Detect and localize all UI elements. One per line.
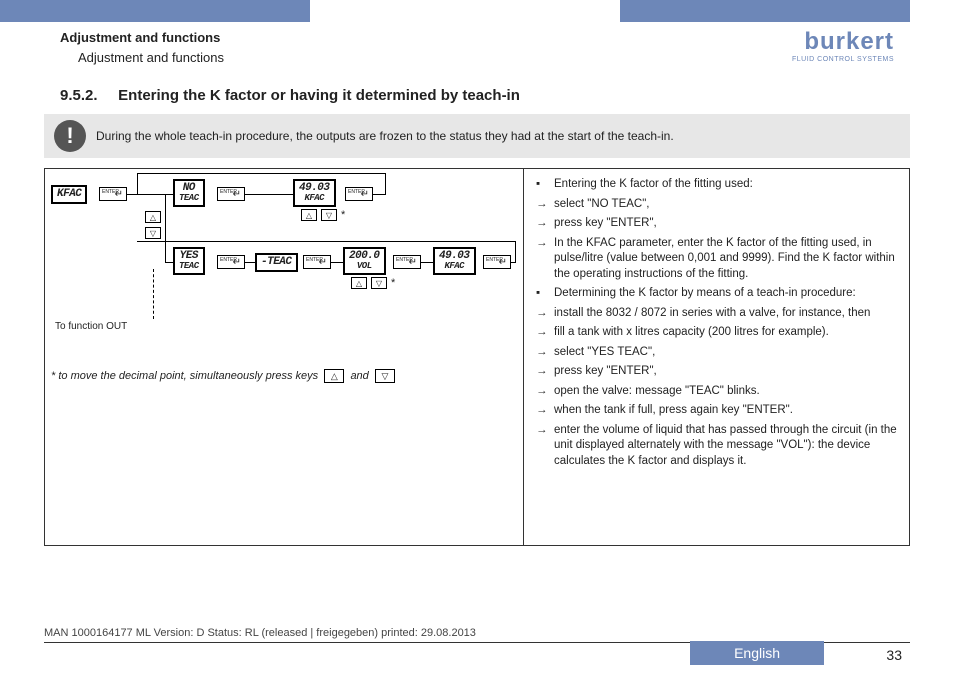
top-tab-right: [620, 0, 910, 22]
section-number: 9.5.2.: [60, 87, 114, 104]
flow-diagram: KFAC ENTER NO TEAC ENTER 49.03 KFAC ENTE…: [44, 168, 524, 546]
step-row: →install the 8032 / 8072 in series with …: [536, 306, 897, 322]
step-text: install the 8032 / 8072 in series with a…: [554, 306, 897, 322]
flow-line: [137, 173, 386, 174]
to-function-out-label: To function OUT: [55, 321, 127, 332]
step-row: →when the tank if full, press again key …: [536, 403, 897, 419]
step-row: →press key "ENTER",: [536, 216, 897, 232]
up-key: △: [351, 277, 367, 289]
lcd-vol: 200.0 VOL: [343, 247, 386, 275]
diagram-footnote: * to move the decimal point, simultaneou…: [51, 369, 513, 383]
step-text: enter the volume of liquid that has pass…: [554, 423, 897, 470]
main-content: KFAC ENTER NO TEAC ENTER 49.03 KFAC ENTE…: [44, 168, 910, 546]
down-key: ▽: [145, 227, 161, 239]
enter-key: ENTER: [303, 255, 331, 269]
arrow-icon: →: [536, 384, 554, 400]
step-row: ▪Determining the K factor by means of a …: [536, 286, 897, 302]
arrow-icon: →: [536, 403, 554, 419]
logo-brand: burkert: [792, 28, 894, 56]
note-text: During the whole teach-in procedure, the…: [96, 129, 674, 143]
arrow-icon: →: [536, 345, 554, 361]
breadcrumb: Adjustment and functions Adjustment and …: [60, 28, 224, 67]
flow-line: [245, 262, 255, 263]
flow-line: [421, 262, 433, 263]
step-text: press key "ENTER",: [554, 216, 897, 232]
step-text: fill a tank with x litres capacity (200 …: [554, 325, 897, 341]
lcd-kfac: KFAC: [51, 185, 87, 204]
step-row: →enter the volume of liquid that has pas…: [536, 423, 897, 470]
flow-line: [137, 241, 515, 242]
section-title: Entering the K factor or having it deter…: [118, 87, 520, 104]
step-row: →select "YES TEAC",: [536, 345, 897, 361]
footer-language: English: [690, 641, 824, 665]
step-row: →In the KFAC parameter, enter the K fact…: [536, 236, 897, 283]
up-key: △: [145, 211, 161, 223]
flow-line: [331, 262, 343, 263]
step-row: →press key "ENTER",: [536, 364, 897, 380]
arrow-icon: →: [536, 197, 554, 213]
flow-line: [165, 262, 173, 263]
step-row: →fill a tank with x litres capacity (200…: [536, 325, 897, 341]
enter-key: ENTER: [217, 187, 245, 201]
step-row: ▪Entering the K factor of the fitting us…: [536, 177, 897, 193]
note-box: ! During the whole teach-in procedure, t…: [44, 114, 910, 158]
step-row: →select "NO TEAC",: [536, 197, 897, 213]
arrow-icon: →: [536, 236, 554, 283]
footer-meta: MAN 1000164177 ML Version: D Status: RL …: [44, 627, 476, 639]
breadcrumb-line1: Adjustment and functions: [60, 28, 224, 48]
lcd-kfac-value-2: 49.03 KFAC: [433, 247, 476, 275]
warning-icon: !: [54, 120, 86, 152]
flow-line: [515, 241, 516, 263]
arrow-icon: →: [536, 216, 554, 232]
enter-key: ENTER: [99, 187, 127, 201]
header: Adjustment and functions Adjustment and …: [0, 22, 954, 67]
arrow-icon: →: [536, 364, 554, 380]
enter-key: ENTER: [393, 255, 421, 269]
arrow-icon: →: [536, 306, 554, 322]
logo-subtitle: FLUID CONTROL SYSTEMS: [792, 56, 894, 63]
up-key: △: [301, 209, 317, 221]
logo: burkert FLUID CONTROL SYSTEMS: [792, 28, 894, 63]
asterisk-label: *: [391, 277, 395, 289]
section-heading: 9.5.2. Entering the K factor or having i…: [0, 67, 954, 114]
breadcrumb-line2: Adjustment and functions: [60, 48, 224, 68]
flow-line: [165, 194, 166, 262]
step-text: Determining the K factor by means of a t…: [554, 286, 897, 302]
dashed-line: [153, 269, 154, 319]
up-key-inline: △: [324, 369, 344, 383]
lcd-kfac-value-1: 49.03 KFAC: [293, 179, 336, 207]
down-key: ▽: [321, 209, 337, 221]
flow-line: [245, 194, 293, 195]
flow-line: [127, 194, 173, 195]
enter-key: ENTER: [217, 255, 245, 269]
lcd-no-teac: NO TEAC: [173, 179, 205, 207]
step-text: Entering the K factor of the fitting use…: [554, 177, 897, 193]
top-tab-left: [0, 0, 310, 22]
step-text: select "NO TEAC",: [554, 197, 897, 213]
top-tabs: [0, 0, 954, 22]
enter-key: ENTER: [345, 187, 373, 201]
top-tab-gap: [310, 0, 620, 22]
lcd-teac-blink: -TEAC: [255, 253, 298, 272]
bullet-icon: ▪: [536, 286, 554, 302]
asterisk-label: *: [341, 209, 345, 221]
down-key: ▽: [371, 277, 387, 289]
down-key-inline: ▽: [375, 369, 395, 383]
lcd-yes-teac: YES TEAC: [173, 247, 205, 275]
footer-page-number: 33: [886, 647, 902, 663]
flow-line: [385, 173, 386, 195]
arrow-icon: →: [536, 423, 554, 470]
steps-box: ▪Entering the K factor of the fitting us…: [524, 168, 910, 546]
enter-key: ENTER: [483, 255, 511, 269]
step-row: →open the valve: message "TEAC" blinks.: [536, 384, 897, 400]
step-text: open the valve: message "TEAC" blinks.: [554, 384, 897, 400]
bullet-icon: ▪: [536, 177, 554, 193]
step-text: when the tank if full, press again key "…: [554, 403, 897, 419]
step-text: select "YES TEAC",: [554, 345, 897, 361]
step-text: In the KFAC parameter, enter the K facto…: [554, 236, 897, 283]
arrow-icon: →: [536, 325, 554, 341]
step-text: press key "ENTER",: [554, 364, 897, 380]
flow-line: [373, 194, 385, 195]
flow-line: [137, 173, 138, 194]
